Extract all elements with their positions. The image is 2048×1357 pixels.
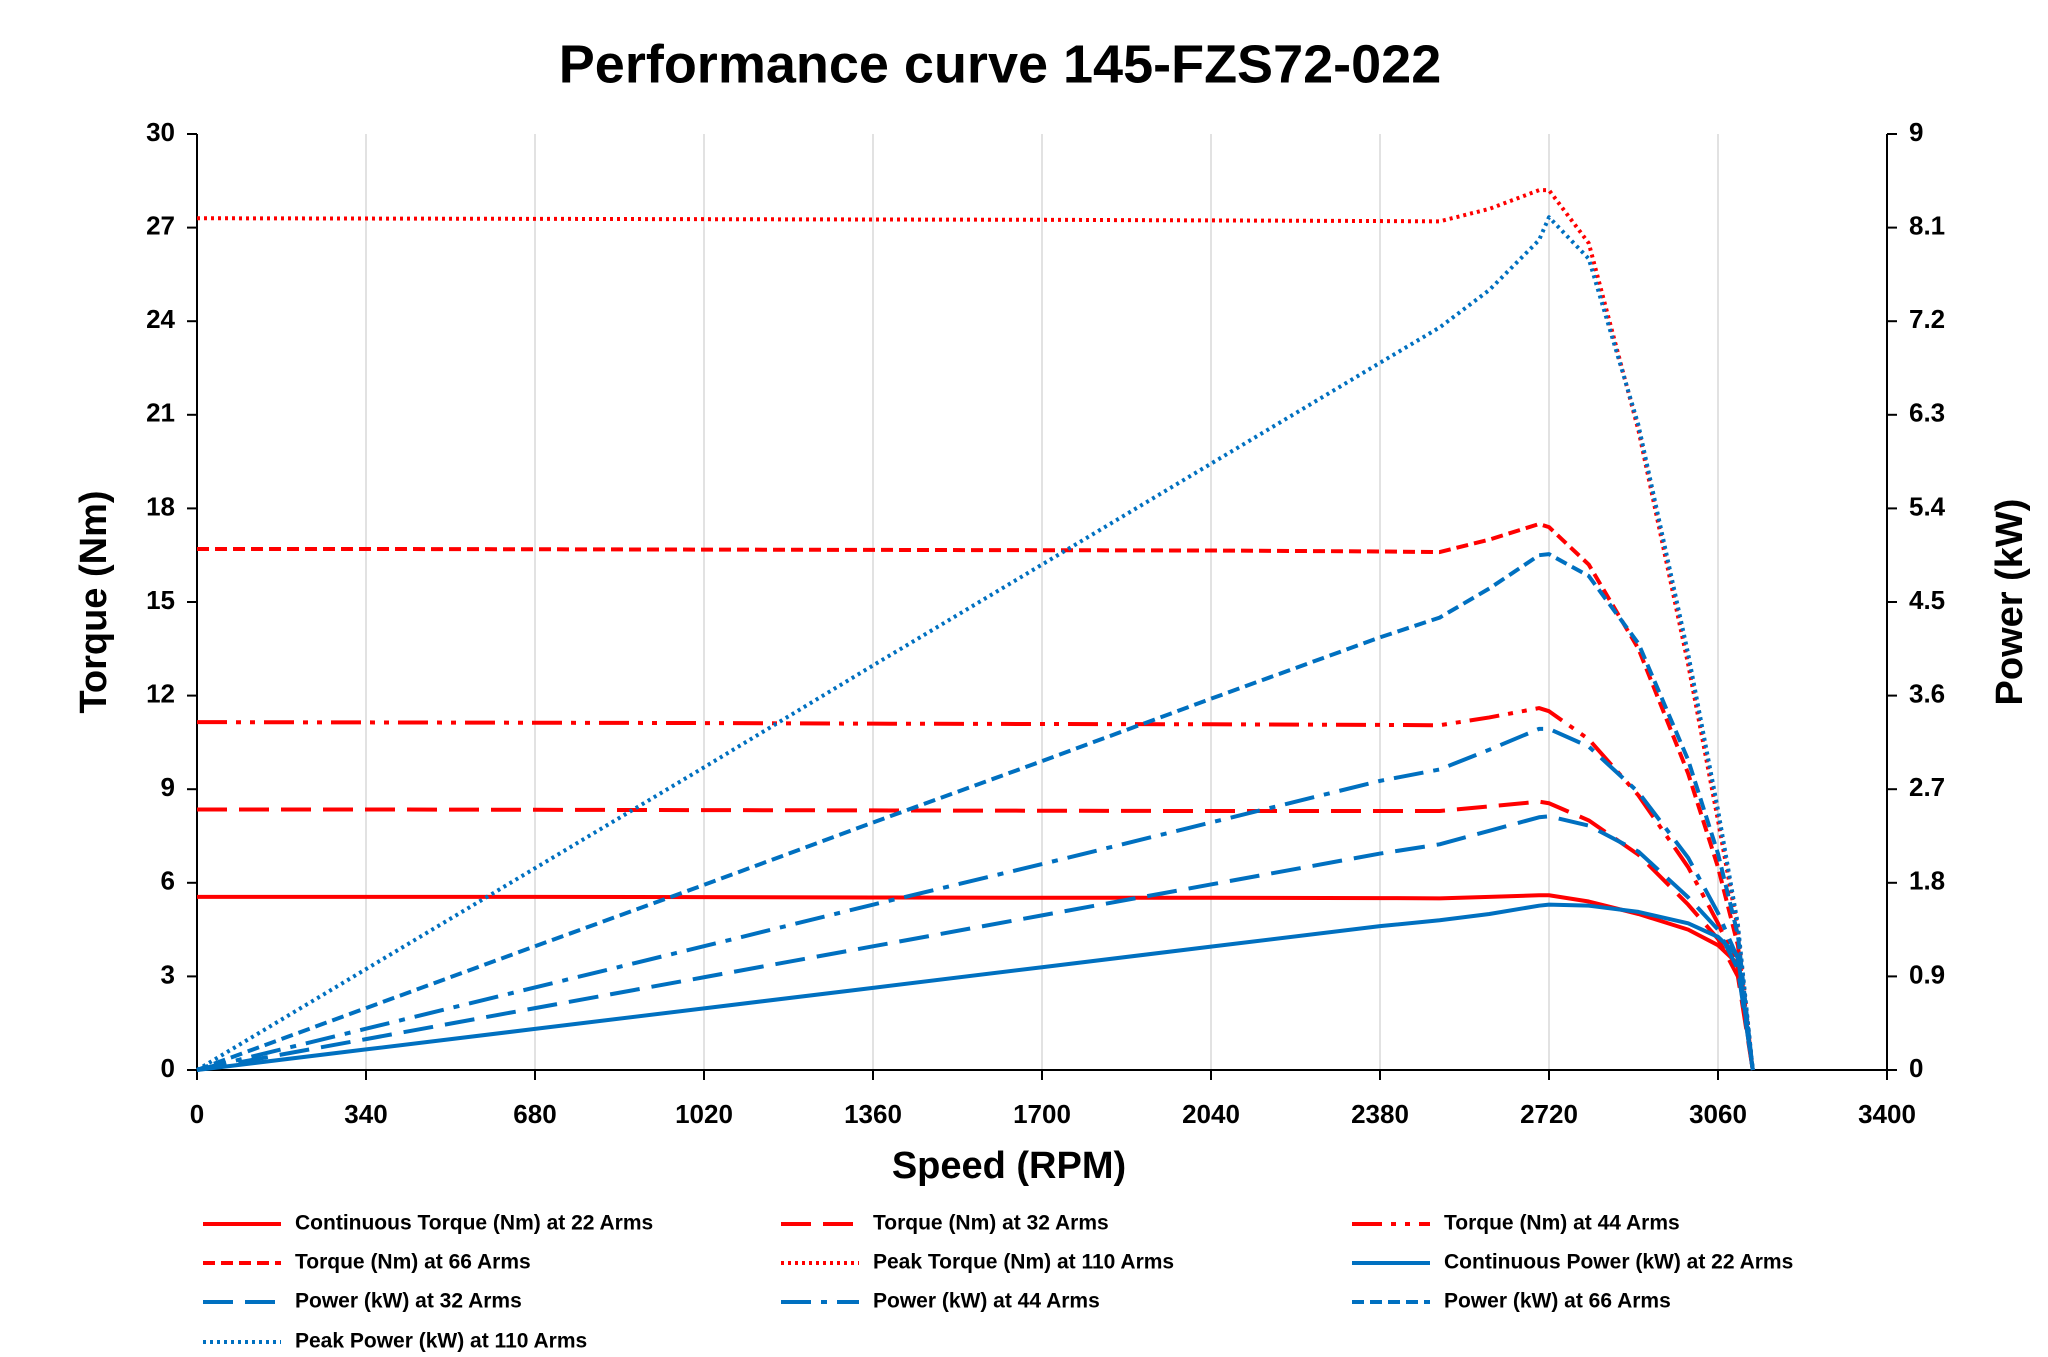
y-tick-label: 0 [161, 1053, 175, 1083]
y-tick-label: 3 [161, 959, 175, 989]
series-line [196, 706, 1755, 1071]
y2-axis-label: Power (kW) [1989, 499, 2031, 706]
x-tick-label: 1700 [1013, 1099, 1071, 1129]
y-tick-label: 27 [146, 210, 175, 240]
y-tick-label: 12 [146, 678, 175, 708]
x-tick-label: 1020 [675, 1099, 733, 1129]
x-tick-label: 2040 [1182, 1099, 1240, 1129]
series-line [196, 726, 1755, 1072]
y2-tick-label: 6.3 [1909, 398, 1945, 428]
series-line [195, 215, 1755, 1072]
y2-tick-label: 8.1 [1909, 210, 1945, 240]
chart-title: Performance curve 145-FZS72-022 [559, 34, 1441, 94]
y-tick-label: 18 [146, 491, 175, 521]
y2-tick-label: 0.9 [1909, 959, 1945, 989]
legend-label: Continuous Torque (Nm) at 22 Arms [295, 1212, 653, 1235]
y-tick-label: 9 [161, 772, 175, 802]
x-tick-label: 680 [513, 1099, 556, 1129]
series-line [196, 188, 1755, 1071]
x-axis-label: Speed (RPM) [892, 1145, 1126, 1187]
x-tick-label: 1360 [844, 1099, 902, 1129]
legend-label: Torque (Nm) at 66 Arms [295, 1251, 531, 1274]
x-tick-label: 2380 [1351, 1099, 1409, 1129]
legend-label: Power (kW) at 32 Arms [295, 1290, 522, 1313]
y2-tick-label: 3.6 [1909, 678, 1945, 708]
y-tick-label: 30 [146, 117, 175, 147]
y-tick-label: 24 [146, 304, 175, 334]
y-tick-label: 6 [161, 866, 175, 896]
legend-label: Power (kW) at 66 Arms [1444, 1290, 1671, 1313]
series-line [197, 799, 1755, 1071]
y2-tick-label: 1.8 [1909, 866, 1945, 896]
x-tick-label: 3400 [1858, 1099, 1916, 1129]
y2-tick-label: 0 [1909, 1053, 1923, 1083]
legend-label: Torque (Nm) at 44 Arms [1444, 1212, 1680, 1235]
y2-tick-label: 2.7 [1909, 772, 1945, 802]
series-line [196, 552, 1755, 1072]
x-tick-label: 0 [190, 1099, 204, 1129]
y-tick-label: 21 [146, 398, 175, 428]
x-tick-label: 340 [344, 1099, 387, 1129]
y2-tick-label: 9 [1909, 117, 1923, 147]
series-line [197, 522, 1755, 1071]
legend-label: Peak Power (kW) at 110 Arms [295, 1330, 587, 1353]
y2-tick-label: 7.2 [1909, 304, 1945, 334]
legend-label: Power (kW) at 44 Arms [873, 1290, 1100, 1313]
y-tick-label: 15 [146, 585, 175, 615]
legend-label: Torque (Nm) at 32 Arms [873, 1212, 1109, 1235]
series-line [197, 893, 1755, 1071]
x-tick-label: 2720 [1520, 1099, 1578, 1129]
legend-label: Peak Torque (Nm) at 110 Arms [873, 1251, 1174, 1274]
x-tick-label: 3060 [1689, 1099, 1747, 1129]
y-axis-label: Torque (Nm) [73, 490, 115, 713]
series-line [196, 902, 1755, 1072]
y2-tick-label: 4.5 [1909, 585, 1945, 615]
y2-tick-label: 5.4 [1909, 491, 1946, 521]
series-line [196, 814, 1755, 1072]
legend-label: Continuous Power (kW) at 22 Arms [1444, 1251, 1793, 1274]
